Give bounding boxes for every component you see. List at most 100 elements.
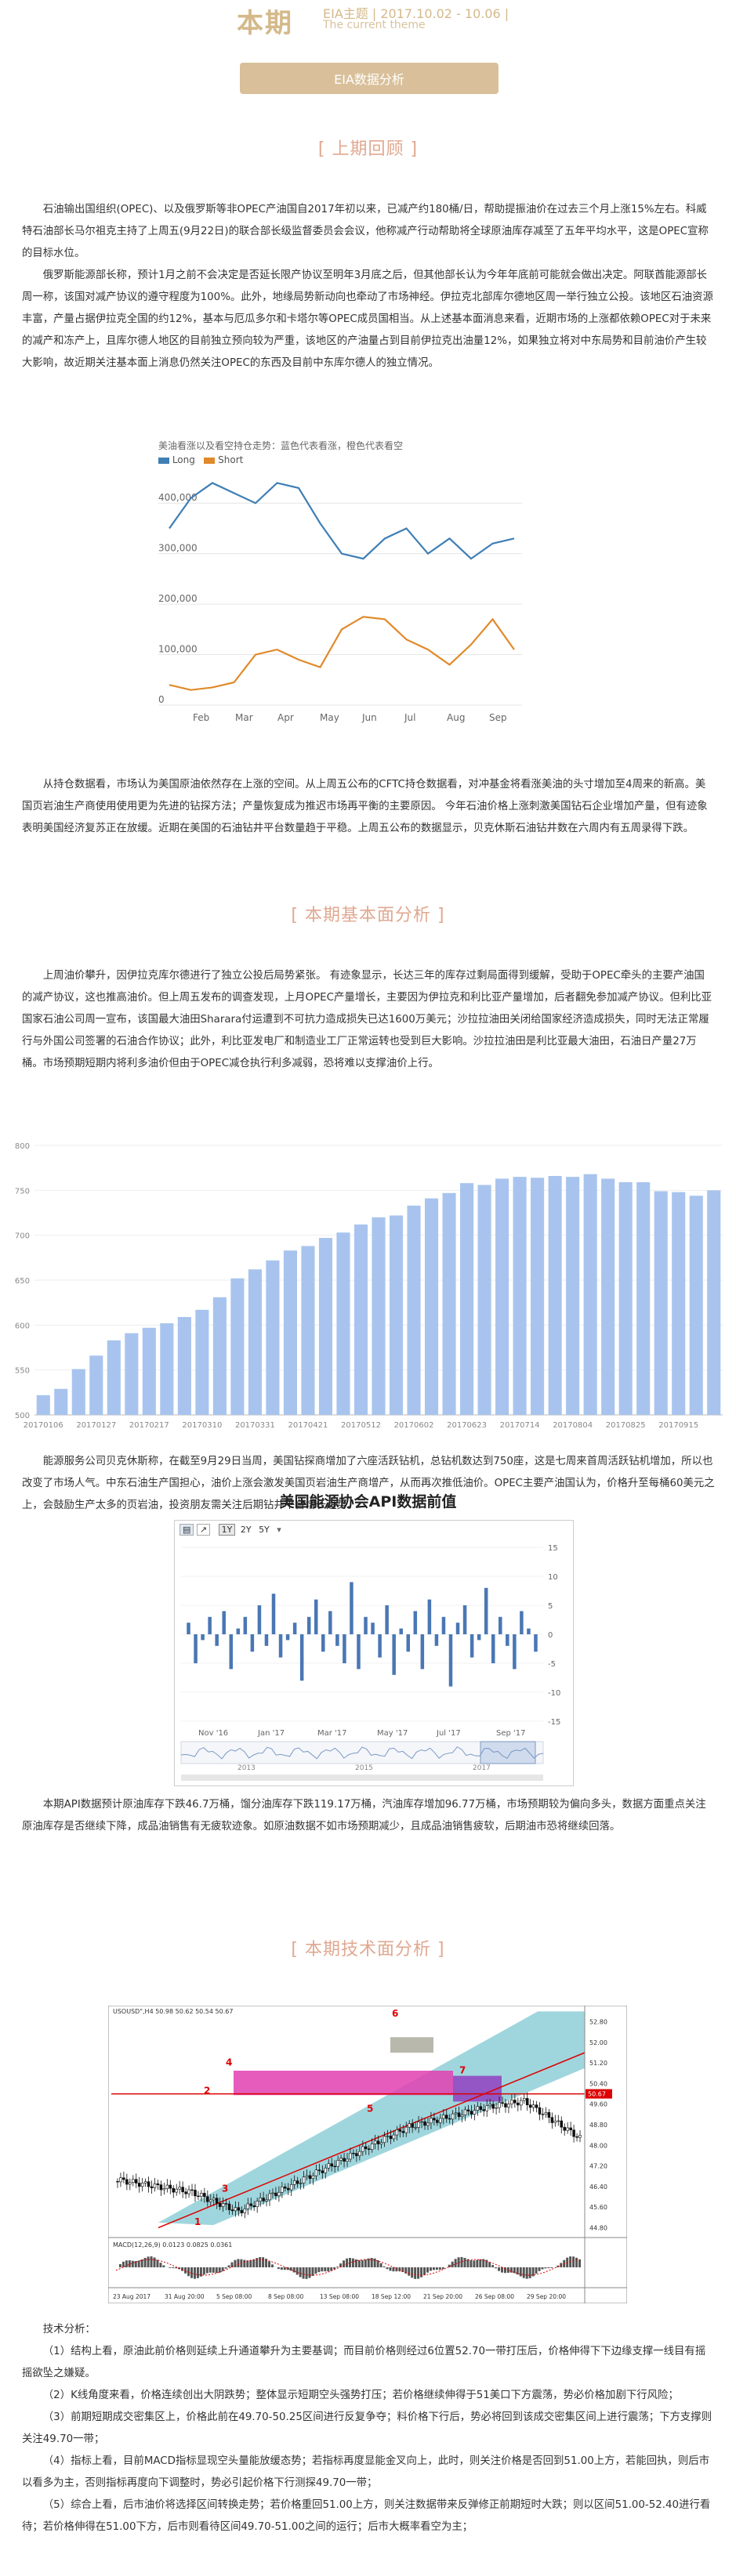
tech-candle (129, 2178, 132, 2191)
chart-type-icon[interactable]: ▤ (179, 1524, 194, 1536)
tech-candle (281, 2182, 284, 2198)
tech-candle-body (268, 2193, 271, 2201)
legend-short-label: Short (218, 454, 244, 465)
rig-bar (460, 1183, 474, 1415)
tech-macd-bar (271, 2264, 274, 2267)
api-text: 本期API数据预计原油库存下跌46.7万桶，馏分油库存下跌119.17万桶，汽油… (22, 1794, 715, 1838)
tech-candle-body (281, 2186, 284, 2193)
tech-candle-body (417, 2122, 420, 2128)
rig-bar (618, 1182, 633, 1415)
tech-macd-bar (286, 2267, 289, 2270)
tech-macd-bar (575, 2257, 578, 2267)
tech-candle-body (240, 2209, 244, 2213)
tech-candle (324, 2164, 328, 2179)
tech-candle (134, 2173, 138, 2188)
tech-macd-bar (361, 2259, 364, 2267)
tech-macd-bar (156, 2259, 159, 2267)
tech-macd-bar (283, 2267, 286, 2270)
api-bar (477, 1634, 481, 1641)
tech-candle-body (575, 2136, 578, 2138)
tech-macd-bar (544, 2267, 547, 2269)
tech-candle (569, 2122, 572, 2136)
expand-icon[interactable]: ▾ (277, 1525, 281, 1535)
api-bar (201, 1634, 205, 1641)
technical-chart: 1 2 3 4 5 6 7 52.80 52.00 51.20 50.40 49.60 48.80 48.… (108, 2006, 627, 2303)
tech-candle (411, 2118, 414, 2133)
cftc-y-tick: 0 (158, 694, 165, 705)
tech-candle-body (284, 2186, 287, 2189)
api-bar (441, 1616, 446, 1634)
api-bar (250, 1634, 255, 1652)
rig-bar (301, 1246, 315, 1415)
tech-candle (370, 2138, 374, 2153)
tech-candle (426, 2117, 430, 2130)
rig-x-tick: 20170915 (658, 1421, 698, 1430)
api-x-tick: Jul '17 (436, 1729, 461, 1738)
tech-candle (550, 2112, 554, 2129)
tech-symbol-header: USOUSD",H4 50.98 50.62 50.54 50.67 (113, 2008, 233, 2015)
tech-candle (513, 2093, 517, 2108)
tech-candle-body (507, 2104, 510, 2107)
api-bar (513, 1634, 517, 1670)
rig-bar (672, 1192, 686, 1415)
tech-channel-band (158, 2011, 585, 2226)
rig-bar (707, 1190, 721, 1415)
rig-bar (407, 1205, 421, 1415)
tech-price-marker-bg (586, 2089, 612, 2099)
tech-candle-body (355, 2153, 358, 2157)
tech-candle (184, 2187, 187, 2199)
tech-candle (436, 2116, 439, 2126)
zoom-2y-button[interactable]: 2Y (240, 1525, 252, 1535)
tech-candle (153, 2178, 157, 2192)
tech-candle-body (433, 2118, 436, 2121)
rig-bar (195, 1309, 209, 1415)
tech-candle (566, 2122, 569, 2134)
tech-candle (321, 2165, 324, 2180)
tech-macd-bar (299, 2267, 302, 2278)
tech-candle-body (392, 2134, 396, 2140)
tech-candle (212, 2194, 216, 2206)
tech-candle-body (140, 2183, 144, 2187)
api-bar (208, 1616, 212, 1634)
rig-x-tick: 20170331 (235, 1421, 275, 1430)
tech-macd-bar (411, 2267, 414, 2278)
tech-candle (553, 2115, 557, 2127)
rig-bar (495, 1178, 509, 1415)
rig-bar (318, 1238, 333, 1415)
review-paragraph-1: 石油输出国组织(OPEC)、以及俄罗斯等非OPEC产油国自2017年初以来，已减… (22, 204, 709, 259)
tech-macd-bar (535, 2267, 538, 2274)
tech-candle (287, 2183, 290, 2195)
cftc-x-tick: Mar (235, 712, 253, 723)
tech-candle-body (444, 2115, 448, 2119)
tech-macd-bar (451, 2261, 454, 2267)
zoom-5y-button[interactable]: 5Y (259, 1525, 270, 1535)
rig-bar (266, 1260, 280, 1415)
tech-candle (346, 2153, 349, 2167)
tech-purple-zone (453, 2075, 502, 2102)
api-bar (520, 1611, 524, 1634)
api-bar (470, 1634, 474, 1658)
rig-bar (71, 1369, 85, 1415)
chart-line-icon[interactable]: ↗ (196, 1524, 211, 1536)
tech-label-2: 2 (204, 2086, 210, 2097)
tech-candle-body (513, 2100, 517, 2104)
api-bar (236, 1628, 241, 1634)
cftc-x-tick: Feb (193, 712, 209, 723)
tech-candle (327, 2158, 331, 2172)
api-bar (406, 1634, 411, 1652)
eia-analysis-button[interactable]: EIA数据分析 (240, 63, 499, 94)
zoom-1y-button[interactable]: 1Y (218, 1524, 236, 1536)
tech-candle (414, 2121, 417, 2131)
api-x-tick: Nov '16 (198, 1729, 228, 1738)
tech-candle-body (454, 2112, 458, 2115)
tech-date-tick: 29 Sep 20:00 (527, 2293, 566, 2300)
tech-candle (175, 2183, 178, 2196)
legend-long-label: Long (172, 454, 195, 465)
api-bar (335, 1634, 339, 1646)
legend-long-swatch (158, 457, 169, 464)
api-plot: 15 10 5 0 -5 -10 -15 Nov '16 Jan '17 Mar '17 May '… (180, 1544, 560, 1781)
rig-bar (513, 1177, 527, 1415)
tech-macd-bar (227, 2265, 230, 2267)
tech-macd-bar (243, 2259, 246, 2267)
api-y-tick: -15 (548, 1718, 560, 1727)
